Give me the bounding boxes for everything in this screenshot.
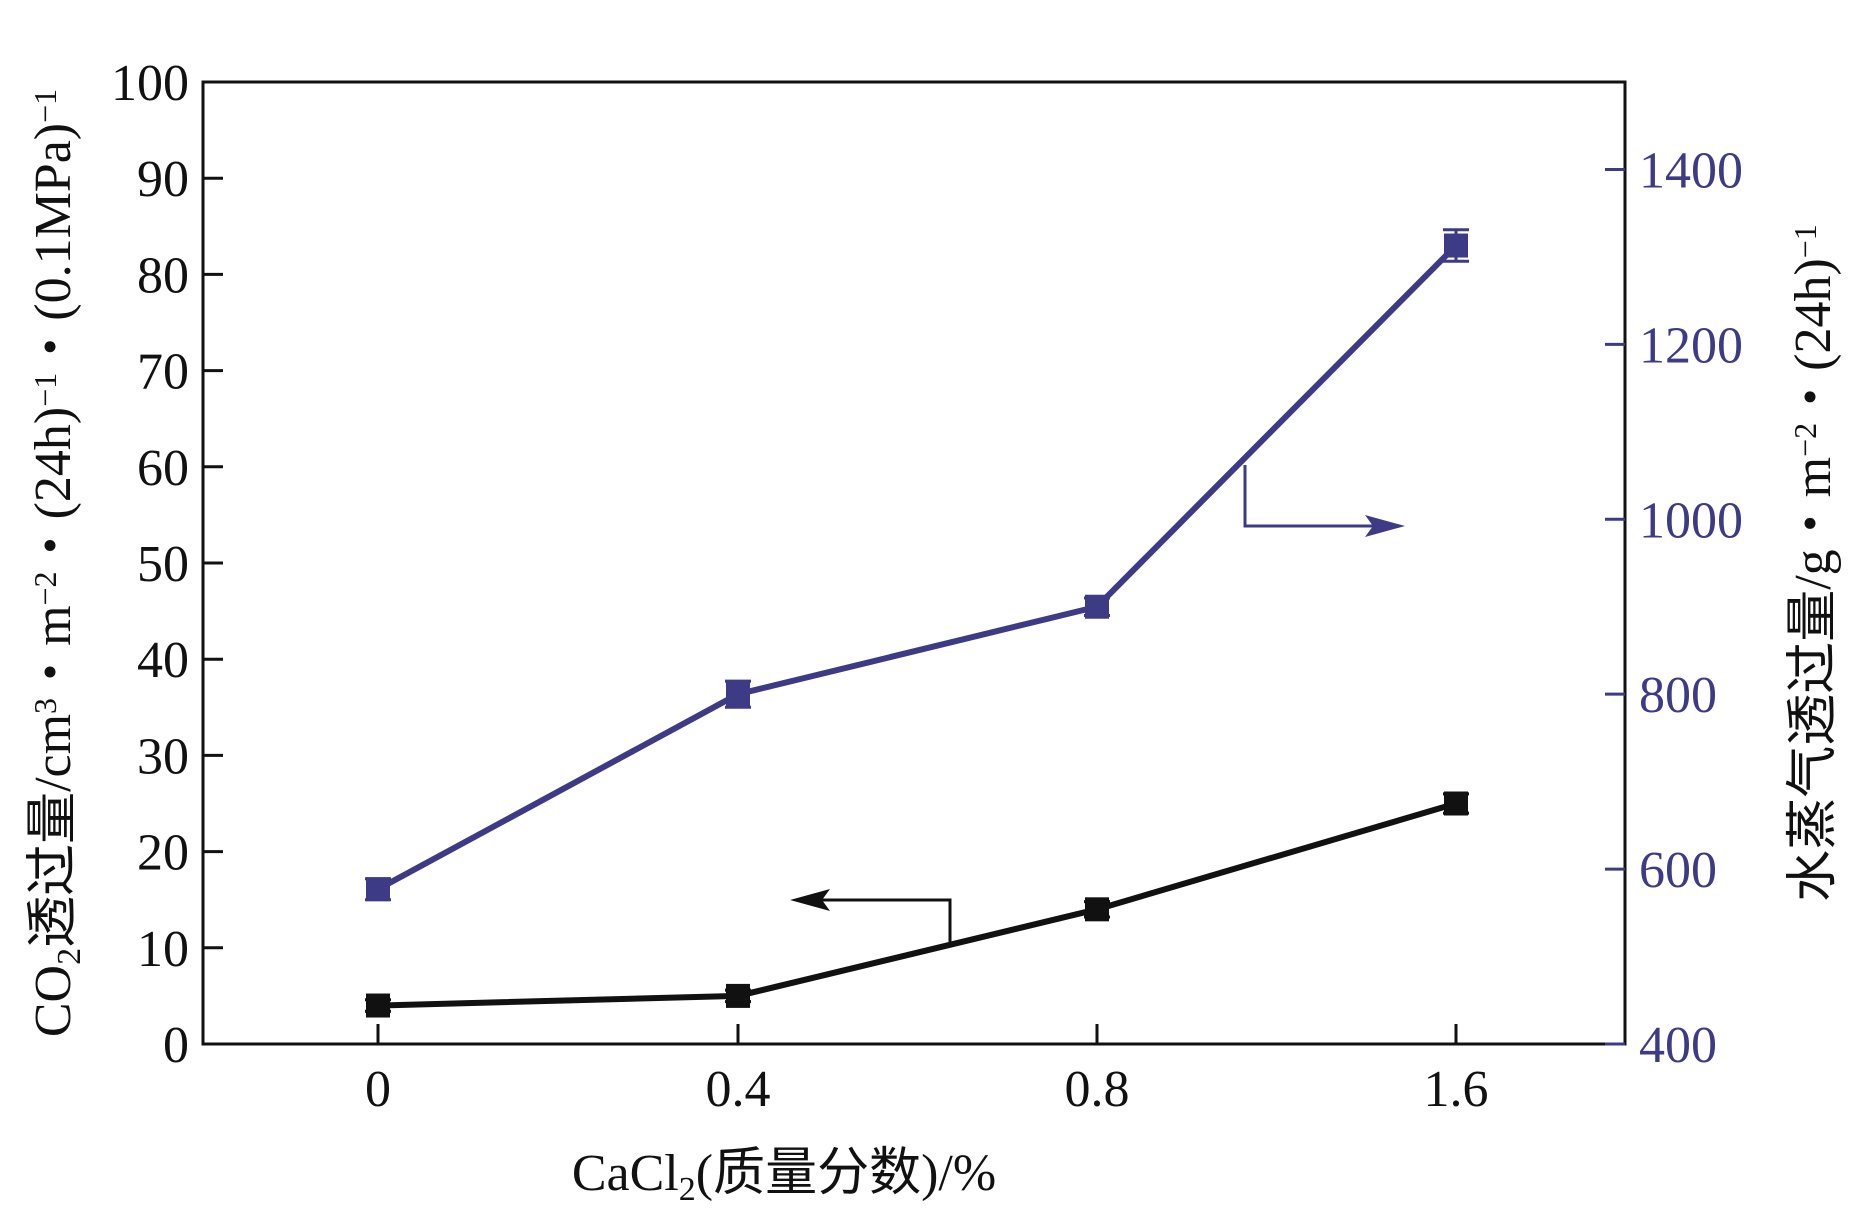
left-axis-pointer-arrow (798, 898, 952, 946)
axis-title-part: ・(24h) (1785, 258, 1842, 423)
axis-title-part: −1 (27, 373, 63, 407)
right-tick-label: 1400 (1639, 142, 1743, 199)
right-tick-label: 1000 (1639, 492, 1743, 549)
x-tick-label: 0.4 (706, 1061, 771, 1118)
left-tick-label: 90 (137, 151, 189, 208)
axis-title-part: −1 (1787, 224, 1823, 258)
right-axis-title: 水蒸气透过量/g・m−2・(24h)−1 (1785, 224, 1842, 902)
left-tick-label: 40 (137, 632, 189, 689)
left-tick-label: 20 (137, 825, 189, 882)
data-point-marker (1444, 233, 1468, 258)
left-tick-label: 100 (111, 55, 189, 112)
axis-title-part: 2 (679, 1171, 696, 1208)
axis-title-part: 水蒸气透过量/g・m (1785, 457, 1842, 902)
data-point-marker (1085, 897, 1109, 922)
axis-title-part: ・(24h) (25, 407, 82, 572)
left-tick-label: 80 (137, 247, 189, 304)
x-tick-label: 0 (365, 1061, 391, 1118)
data-point-marker (1085, 594, 1109, 619)
data-point-marker (726, 682, 750, 707)
axis-title-part: 透过量/cm (25, 714, 82, 948)
axis-title-part: ・m (25, 605, 82, 697)
data-point-marker (366, 993, 390, 1018)
right-axis-pointer-arrow (1243, 465, 1395, 528)
left-axis-pointer-arrowhead (790, 889, 830, 911)
axis-title-part: 3 (27, 698, 63, 714)
x-axis: 0 0.4 0.8 1.6 (365, 1024, 1489, 1118)
data-point-marker (726, 983, 750, 1008)
right-tick-label: 800 (1639, 667, 1717, 724)
axis-title-part: (质量分数)/% (696, 1145, 996, 1202)
left-tick-label: 30 (137, 728, 189, 785)
x-tick-label: 0.8 (1065, 1061, 1130, 1118)
co2-permeability-series (365, 791, 1469, 1018)
axis-title-part: −2 (27, 571, 63, 605)
x-tick-label: 1.6 (1424, 1061, 1489, 1118)
right-tick-label: 1200 (1639, 317, 1743, 374)
series-line (376, 243, 1459, 892)
data-point-marker (1444, 791, 1468, 816)
data-point-marker (366, 877, 390, 902)
x-axis-title: CaCl2(质量分数)/% (572, 1145, 996, 1208)
left-tick-label: 0 (163, 1017, 189, 1074)
series-line (377, 800, 1457, 1009)
right-axis-pointer-arrowhead (1365, 515, 1405, 537)
left-tick-label: 50 (137, 536, 189, 593)
axis-title-part: −2 (1787, 423, 1823, 457)
series-layer (365, 228, 1469, 1018)
water-vapor-permeability-series (365, 228, 1469, 902)
axis-title-part: CaCl (572, 1145, 679, 1202)
left-axis: 0 10 20 30 40 50 60 70 80 90 100 (111, 55, 223, 1074)
annotation-arrows (790, 465, 1405, 946)
right-axis: 400 600 800 1000 1200 1400 (1605, 142, 1743, 1074)
axis-title-part: CO (25, 965, 82, 1037)
left-tick-label: 70 (137, 344, 189, 401)
axis-title-part: ・(0.1MPa) (25, 123, 82, 373)
right-tick-label: 400 (1639, 1017, 1717, 1074)
axis-title-part: 2 (51, 948, 88, 965)
left-tick-label: 60 (137, 440, 189, 497)
left-axis-title: CO2透过量/cm3・m−2・(24h)−1・(0.1MPa)−1 (25, 89, 88, 1037)
right-tick-label: 600 (1639, 842, 1717, 899)
left-tick-label: 10 (137, 921, 189, 978)
axis-title-part: −1 (27, 89, 63, 123)
